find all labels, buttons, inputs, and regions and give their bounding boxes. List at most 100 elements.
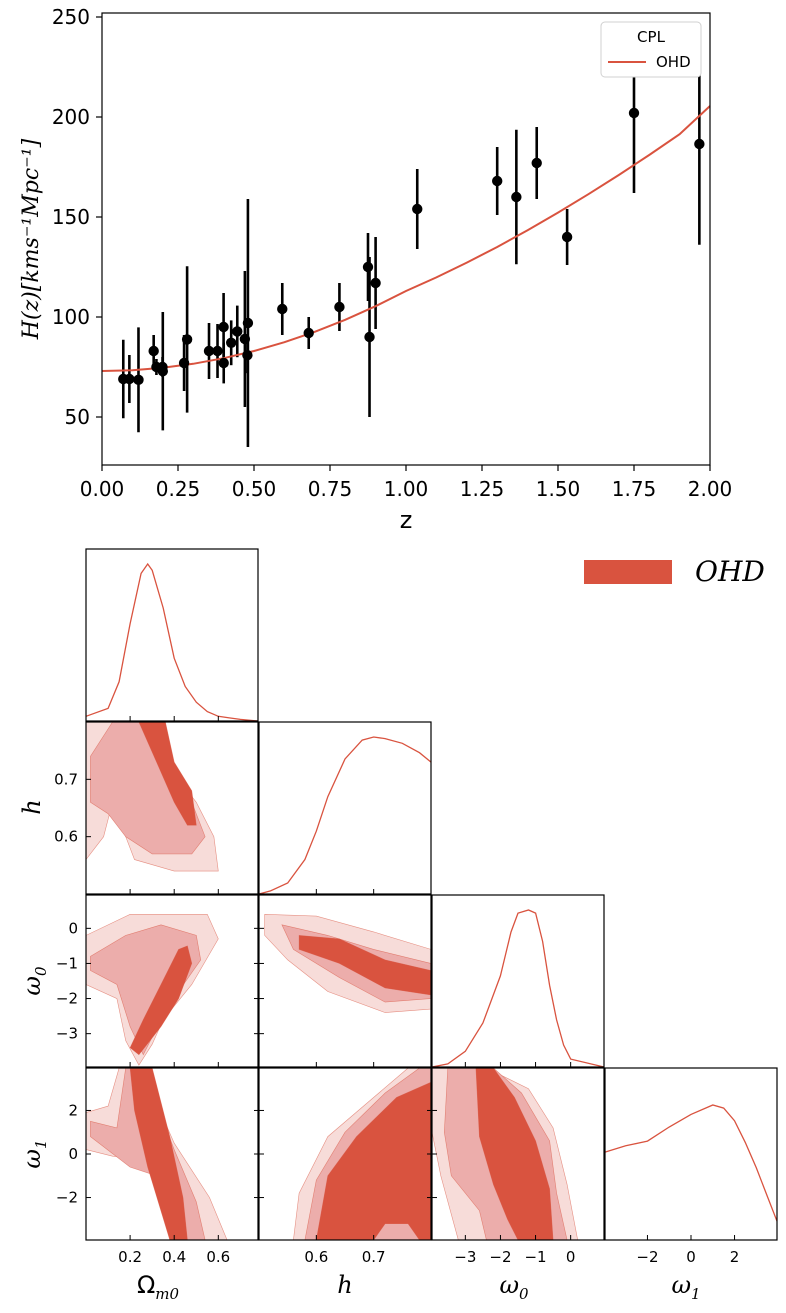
- param-ylabel-w1: ω1: [18, 1139, 50, 1168]
- data-point: [226, 337, 237, 348]
- param-label-om: Ωm0: [137, 1271, 180, 1303]
- x-tick-label: 0.25: [156, 477, 201, 501]
- data-point: [124, 373, 135, 385]
- pdf-curve-w0: [431, 909, 605, 1068]
- data-point: [218, 357, 229, 369]
- y-tick-label-w1: 2: [68, 1101, 78, 1119]
- x-tick-label: 0.00: [80, 477, 125, 501]
- param-ylabel-h: h: [18, 799, 46, 814]
- x-tick-label: 2.00: [688, 477, 733, 501]
- x-tick-label-w0: −1: [524, 1248, 546, 1266]
- legend-label: OHD: [656, 53, 691, 71]
- data-point: [370, 277, 381, 289]
- data-point: [239, 333, 251, 345]
- param-label-w1: ω1: [671, 1271, 700, 1303]
- svg-text:ω0: ω0: [18, 966, 50, 996]
- data-point: [511, 191, 522, 203]
- legend-box: [600, 21, 702, 78]
- contour-panel-w0_om: [86, 914, 219, 1066]
- plot-frame: [101, 12, 711, 466]
- x-tick-label: 0.50: [232, 477, 277, 501]
- y-tick-label: 150: [52, 205, 90, 229]
- panel-frame: [85, 721, 259, 895]
- data-point: [181, 334, 193, 345]
- x-tick-label: 1.50: [536, 477, 581, 501]
- contour-panel-w1_w0: [432, 1068, 579, 1240]
- contour-panel-w1_h: [293, 1068, 431, 1240]
- contour-level-2: [90, 721, 206, 855]
- contour-level-3: [315, 1081, 431, 1240]
- y-tick-label-h: 0.7: [54, 770, 78, 788]
- data-point: [362, 261, 374, 273]
- contour-panel-w0_h: [264, 913, 431, 1013]
- y-tick-label: 50: [65, 405, 90, 429]
- contour-level-3: [138, 721, 197, 826]
- x-ticks: 0.00 0.25 0.50 0.75 1.00 1.25 1.50 1.75 2.00: [80, 465, 733, 501]
- x-tick-label: 1.25: [460, 477, 505, 501]
- data-point: [133, 374, 144, 385]
- contour-level-3: [298, 935, 431, 996]
- svg-text:ω0: ω0: [499, 1271, 529, 1303]
- ohd-fit-curve: [101, 105, 711, 372]
- y-tick-label: 200: [52, 105, 90, 129]
- y-tick-label-w0: −2: [56, 990, 78, 1008]
- data-point: [334, 301, 345, 313]
- triangle-chart: 0.2 0.4 0.6 0.6 0.7 −3 −2 −1 0 −2 0 2 0.6 0.7 −3 −2 −1 0 −…: [18, 548, 778, 1303]
- panel-frame: [258, 894, 432, 1068]
- contour-level-3: [475, 1068, 554, 1240]
- pdf-curve-h: [258, 736, 432, 895]
- y-tick-label-w0: 0: [68, 919, 78, 937]
- x-tick-label-om: 0.2: [118, 1248, 142, 1266]
- data-point: [694, 138, 705, 150]
- y-tick-label-w1: 0: [68, 1145, 78, 1163]
- pdf-curve-w1: [604, 1104, 778, 1222]
- x-tick-label-w1: 0: [686, 1248, 696, 1266]
- data-point: [412, 203, 423, 215]
- svg-text:h: h: [337, 1271, 352, 1299]
- panel-frame: [85, 548, 259, 722]
- hubble-chart: 0.00 0.25 0.50 0.75 1.00 1.25 1.50 1.75 2.00 50 1…: [19, 5, 733, 534]
- data-point: [561, 231, 573, 243]
- data-point: [212, 345, 223, 357]
- data-point: [628, 107, 640, 119]
- x-tick-label-h: 0.7: [362, 1248, 386, 1266]
- data-point: [303, 327, 314, 339]
- legend: CPL OHD: [600, 21, 702, 78]
- contour-level-3: [129, 1068, 188, 1240]
- y-tick-label-h: 0.6: [54, 828, 78, 846]
- x-tick-label-om: 0.4: [162, 1248, 186, 1266]
- data-point: [242, 317, 254, 329]
- x-tick-label-w0: −2: [489, 1248, 511, 1266]
- x-tick-label-w1: −2: [636, 1248, 658, 1266]
- y-tick-label-w0: −1: [56, 954, 78, 972]
- param-ylabel-w0: ω0: [18, 966, 50, 996]
- pdf-curve-om: [85, 562, 259, 722]
- legend-title: CPL: [637, 28, 666, 46]
- panel-frame: [85, 894, 259, 1068]
- data-point: [242, 350, 253, 361]
- triangle-legend: OHD: [584, 555, 765, 588]
- x-tick-label-h: 0.6: [304, 1248, 328, 1266]
- triangle-legend-label: OHD: [695, 555, 765, 588]
- data-point: [492, 175, 503, 187]
- panel-frame: [431, 894, 605, 1068]
- y-tick-label: 100: [52, 305, 90, 329]
- data-point: [232, 326, 243, 337]
- data-point: [218, 321, 229, 333]
- x-axis-label: z: [400, 506, 413, 534]
- data-point: [531, 157, 542, 169]
- x-tick-label-w0: 0: [566, 1248, 576, 1266]
- triangle-legend-swatch: [584, 560, 672, 584]
- y-tick-label: 250: [52, 5, 90, 29]
- contour-panel-h_om: [86, 721, 219, 872]
- param-label-w0: ω0: [499, 1271, 529, 1303]
- x-tick-label: 0.75: [308, 477, 353, 501]
- svg-text:ω1: ω1: [18, 1139, 50, 1168]
- data-point: [277, 303, 288, 315]
- contour-level-3: [129, 945, 193, 1056]
- y-ticks: 50 100 150 200 250: [52, 5, 102, 429]
- data-point: [364, 331, 375, 343]
- data-point: [157, 366, 168, 377]
- error-bars: [121, 33, 701, 447]
- y-tick-label-w0: −3: [56, 1025, 78, 1043]
